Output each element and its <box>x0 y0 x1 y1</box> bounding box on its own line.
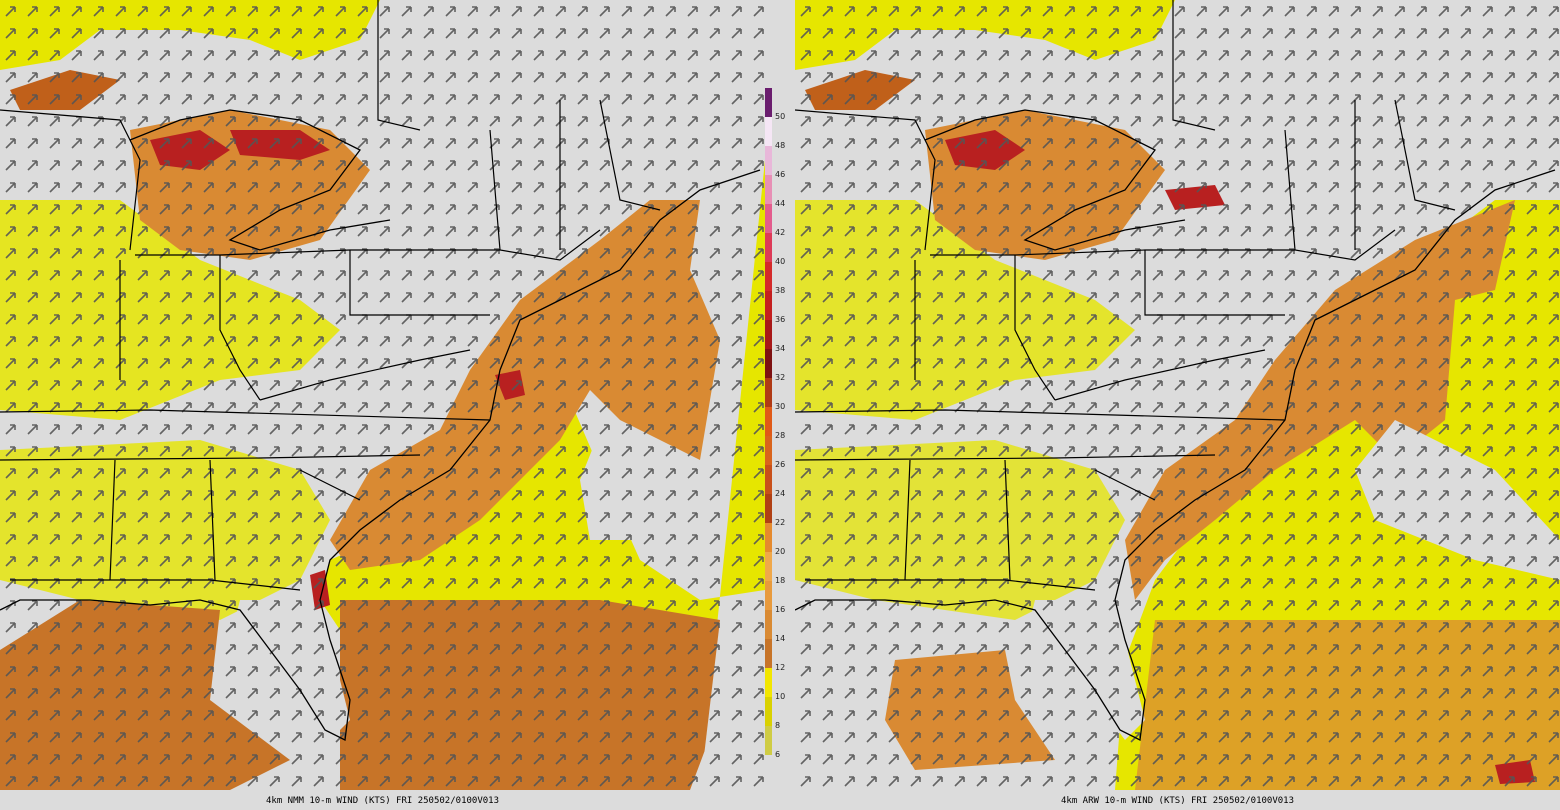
colorbar-tick-label: 34 <box>775 344 786 353</box>
state-borders <box>0 0 661 591</box>
state-borders <box>795 0 1456 591</box>
colorbar-swatch <box>765 436 772 465</box>
colorbar-swatch <box>765 407 772 436</box>
wind-arrows <box>0 0 765 790</box>
wind-arrows <box>795 0 1560 790</box>
colorbar-swatch <box>765 668 772 697</box>
colorbar-swatch <box>765 523 772 552</box>
colorbar-tick-label: 20 <box>775 547 786 556</box>
colorbar-swatch <box>765 552 772 581</box>
colorbar-swatch <box>765 465 772 494</box>
wind-speed-colorbar: 50 48 46 44 42 40 38 36 34 32 30 28 26 24 22 20 18 16 14 12… <box>765 88 793 780</box>
colorbar-swatch <box>765 494 772 523</box>
colorbar-tick-label: 12 <box>775 663 786 672</box>
colorbar-tick-label: 40 <box>775 257 786 266</box>
colorbar-tick-label: 42 <box>775 228 786 237</box>
map-caption: 4km NMM 10-m WIND (KTS) FRI 250502/0100V… <box>266 796 499 806</box>
colorbar-tick-label: 26 <box>775 460 786 469</box>
colorbar-swatch <box>765 117 772 146</box>
colorbar-tick-label: 8 <box>775 721 781 730</box>
colorbar-swatch <box>765 146 772 175</box>
colorbar-swatch <box>765 204 772 233</box>
colorbar-tick-label: 50 <box>775 112 786 121</box>
colorbar-tick-label: 24 <box>775 489 786 498</box>
map-panel-nmm: 4km NMM 10-m WIND (KTS) FRI 250502/0100V… <box>0 0 765 810</box>
colorbar-tick-label: 36 <box>775 315 786 324</box>
map-panel-arw: 4km ARW 10-m WIND (KTS) FRI 250502/0100V… <box>795 0 1560 810</box>
colorbar-swatch <box>765 320 772 349</box>
colorbar-tick-label: 16 <box>775 605 786 614</box>
colorbar-tick-label: 48 <box>775 141 786 150</box>
colorbar-tick-label: 44 <box>775 199 786 208</box>
colorbar-tick-label: 22 <box>775 518 786 527</box>
colorbar-tick-label: 28 <box>775 431 786 440</box>
wind-map-arw <box>795 0 1560 790</box>
map-caption: 4km ARW 10-m WIND (KTS) FRI 250502/0100V… <box>1061 796 1294 806</box>
colorbar-swatch <box>765 233 772 262</box>
coastline <box>795 109 1556 741</box>
colorbar-tick-label: 30 <box>775 402 786 411</box>
colorbar-swatch <box>765 697 772 726</box>
colorbar-swatch <box>765 291 772 320</box>
colorbar-swatch <box>765 581 772 610</box>
colorbar-swatch <box>765 349 772 378</box>
coastline <box>0 109 761 741</box>
colorbar-swatch <box>765 726 772 755</box>
colorbar-tick-label: 6 <box>775 750 781 759</box>
wind-map-nmm <box>0 0 765 790</box>
colorbar-tick-label: 46 <box>775 170 786 179</box>
colorbar-swatch <box>765 639 772 668</box>
colorbar-tick-label: 38 <box>775 286 786 295</box>
colorbar-tick-label: 10 <box>775 692 786 701</box>
colorbar-swatch <box>765 610 772 639</box>
colorbar-swatch <box>765 262 772 291</box>
colorbar-tick-label: 14 <box>775 634 786 643</box>
colorbar-swatch <box>765 175 772 204</box>
colorbar-tick-label: 32 <box>775 373 786 382</box>
colorbar-swatch <box>765 378 772 407</box>
colorbar-swatch <box>765 88 772 117</box>
colorbar-tick-label: 18 <box>775 576 786 585</box>
